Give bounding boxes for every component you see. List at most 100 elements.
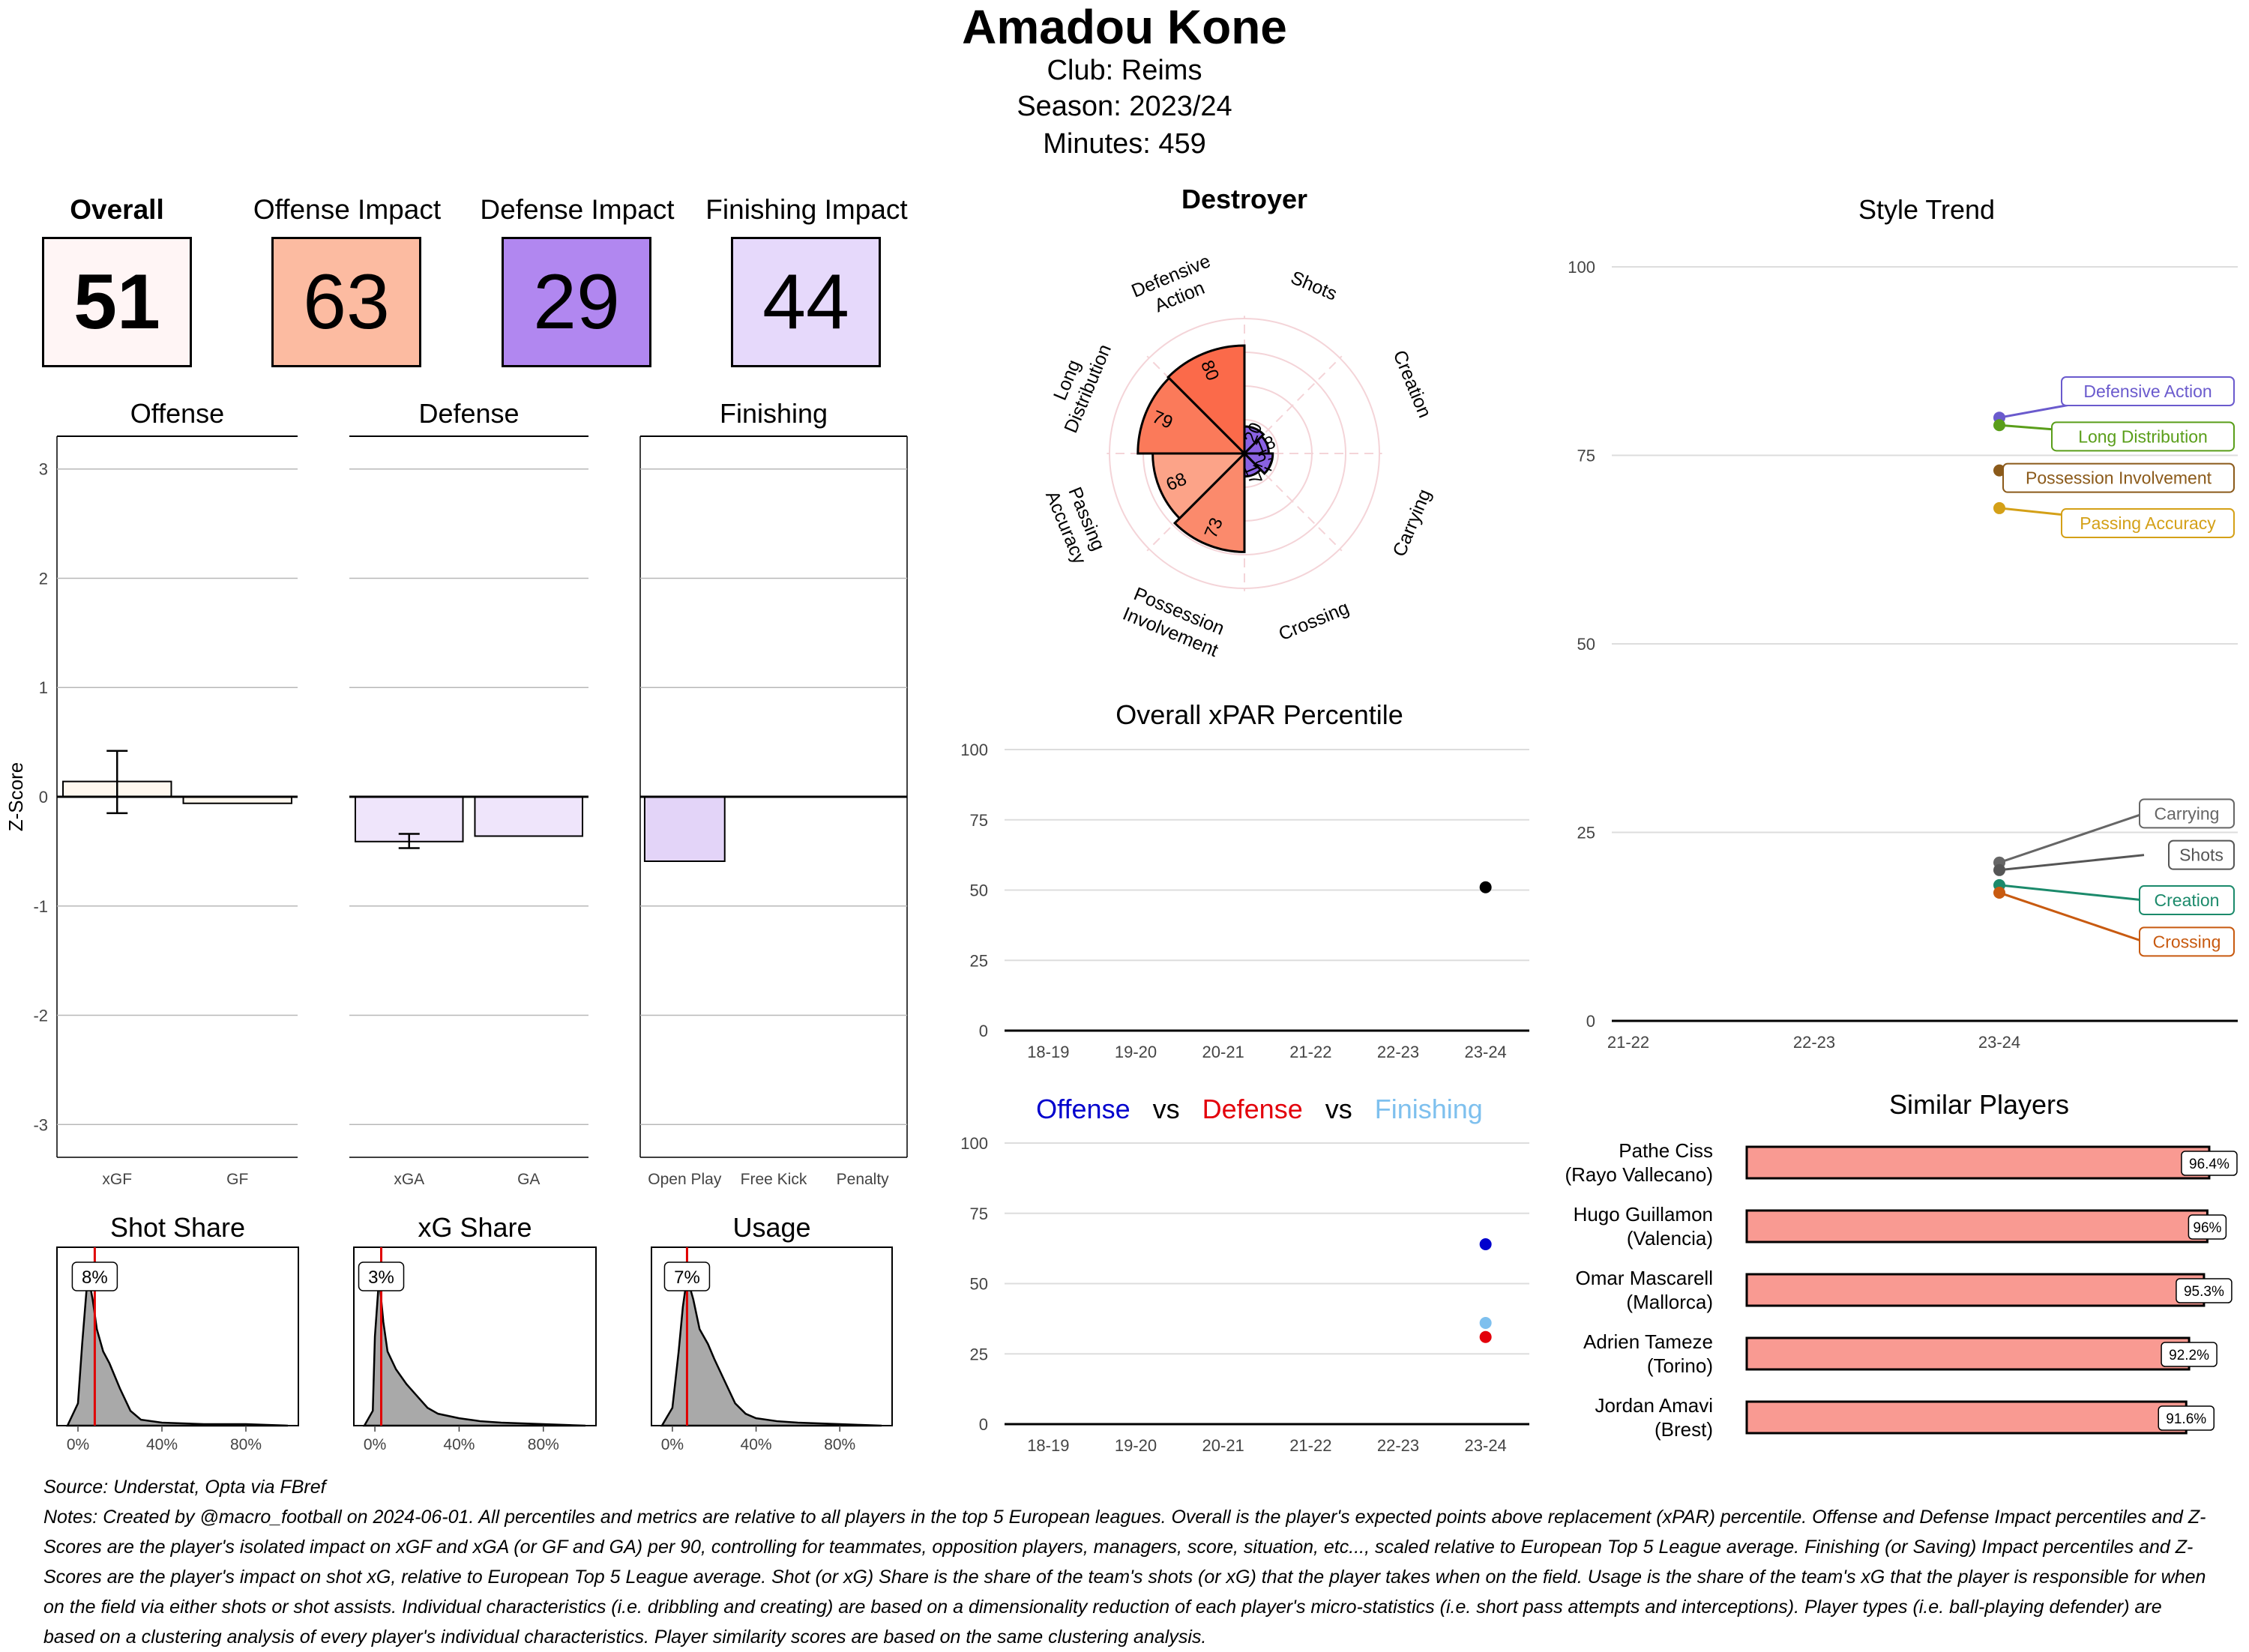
y-tick-label: 25 bbox=[970, 1345, 988, 1363]
y-tick-label: 0 bbox=[1586, 1012, 1595, 1031]
minutes-line: Minutes: 459 bbox=[1043, 128, 1206, 160]
distribution-title: Usage bbox=[732, 1212, 810, 1243]
trend-point bbox=[1993, 501, 2005, 514]
similarity-label-box bbox=[2158, 1405, 2215, 1431]
x-tick-label: Free Kick bbox=[741, 1171, 807, 1188]
ovd-point bbox=[1479, 1317, 1492, 1329]
bar bbox=[474, 796, 584, 837]
x-tick-label: 40% bbox=[146, 1436, 178, 1453]
xpar-title: Overall xPAR Percentile bbox=[1116, 699, 1403, 730]
overall-label: Overall bbox=[70, 194, 164, 225]
x-tick-label: 20-21 bbox=[1202, 1043, 1244, 1061]
similarity-label-box bbox=[2188, 1214, 2227, 1240]
facet-title: Finishing bbox=[720, 398, 828, 429]
x-tick-label: 80% bbox=[528, 1436, 559, 1453]
similar-player-club: (Valencia) bbox=[1627, 1227, 1713, 1249]
y-tick-label: 25 bbox=[970, 951, 988, 970]
similar-players-chart: Pathe Ciss(Rayo Vallecano) 96.4% Hugo Guil… bbox=[1565, 1139, 2238, 1441]
similar-players-title: Similar Players bbox=[1888, 1089, 2070, 1120]
y-tick-label: 50 bbox=[970, 1275, 988, 1294]
similarity-bar bbox=[1745, 1400, 2188, 1435]
y-tick-label: 1 bbox=[39, 678, 48, 697]
radar-axis-label: DefensiveAction bbox=[1128, 250, 1222, 322]
radar-axis-label: PassingAccuracy bbox=[1041, 479, 1111, 567]
radar-axis-label: Carrying bbox=[1389, 486, 1436, 560]
value-label: 8% bbox=[82, 1267, 108, 1288]
value-label-box bbox=[663, 1261, 711, 1291]
x-tick-label: Open Play bbox=[648, 1171, 722, 1188]
radar-wedge bbox=[1136, 376, 1247, 455]
y-tick-label: 3 bbox=[39, 460, 48, 479]
distribution-title: xG Share bbox=[418, 1212, 532, 1243]
radar-axis-label: PossessionInvolvement bbox=[1120, 582, 1230, 661]
overall-xpar-chart: 0 25 50 75 100 18-19 19-20 20-21 21-22 22-23 23-24 bbox=[960, 741, 1529, 1061]
y-tick-label: 100 bbox=[960, 1134, 988, 1153]
style-radar-chart: 2018211773687980ShotsCreationCarryingCro… bbox=[1041, 250, 1436, 661]
zscore-chart: Z-Score -3 -2 -1 0 1 2 3 Offense xGF GF Defense xGA G… bbox=[4, 398, 908, 1188]
trend-label-box bbox=[2051, 421, 2235, 452]
value-label: 7% bbox=[674, 1267, 700, 1288]
similar-player-name: Omar Mascarell bbox=[1576, 1267, 1713, 1289]
x-tick-label: 20-21 bbox=[1202, 1436, 1244, 1455]
xpar-point bbox=[1479, 881, 1492, 893]
y-axis-title: Z-Score bbox=[4, 762, 27, 831]
trend-connector bbox=[1999, 812, 2145, 864]
trend-label-box bbox=[2002, 462, 2235, 493]
distribution-charts: Shot Share 8% 0% 40% 80% xG Share 3% 0% 40% 80% Us… bbox=[56, 1212, 893, 1453]
offense-impact-score-box: 63 bbox=[271, 237, 421, 367]
trend-label: Long Distribution bbox=[2078, 426, 2208, 446]
season-line: Season: 2023/24 bbox=[1017, 91, 1232, 122]
x-tick-label: xGA bbox=[394, 1171, 424, 1188]
style-trend-chart: 0 25 50 75 100 21-22 22-23 23-24 Defensive Actio… bbox=[1568, 258, 2238, 1052]
x-tick-label: 21-22 bbox=[1289, 1436, 1331, 1455]
x-tick-label: 19-20 bbox=[1115, 1043, 1157, 1061]
radar-wedge bbox=[1241, 452, 1274, 475]
x-tick-label: 80% bbox=[824, 1436, 855, 1453]
player-name: Amadou Kone bbox=[962, 0, 1287, 54]
ovd-title-vs-1: vs bbox=[1152, 1094, 1180, 1124]
trend-label-box bbox=[2139, 798, 2235, 829]
y-tick-label: -3 bbox=[33, 1115, 48, 1134]
trend-label-box bbox=[2061, 376, 2235, 406]
density-area bbox=[660, 1276, 882, 1427]
trend-label-box bbox=[2139, 885, 2235, 916]
x-tick-label: 40% bbox=[443, 1436, 475, 1453]
y-tick-label: 0 bbox=[979, 1415, 988, 1434]
y-tick-label: 75 bbox=[1577, 447, 1595, 465]
y-tick-label: 100 bbox=[960, 741, 988, 759]
radar-wedge bbox=[1172, 450, 1246, 553]
ovd-title-finishing: Finishing bbox=[1374, 1094, 1483, 1124]
y-tick-label: 2 bbox=[39, 569, 48, 588]
x-tick-label: 23-24 bbox=[1465, 1436, 1507, 1455]
overall-score-box: 51 bbox=[42, 237, 192, 367]
trend-label: Defensive Action bbox=[2083, 382, 2212, 401]
ovd-point bbox=[1479, 1330, 1492, 1343]
trend-label: Passing Accuracy bbox=[2080, 513, 2216, 533]
similar-player-name: Adrien Tameze bbox=[1583, 1330, 1713, 1353]
similarity-bar bbox=[1745, 1145, 2211, 1180]
trend-point bbox=[1993, 419, 2005, 432]
ovd-title-offense: Offense bbox=[1036, 1094, 1130, 1124]
y-tick-label: -1 bbox=[33, 897, 48, 916]
y-tick-label: 75 bbox=[970, 811, 988, 830]
similar-player-club: (Mallorca) bbox=[1626, 1291, 1713, 1313]
similar-player-club: (Torino) bbox=[1647, 1354, 1713, 1377]
x-tick-label: 0% bbox=[661, 1436, 684, 1453]
methodology-notes: Notes: Created by @macro_football on 202… bbox=[43, 1507, 2206, 1648]
y-tick-label: 50 bbox=[970, 881, 988, 900]
x-tick-label: Penalty bbox=[837, 1171, 890, 1188]
x-tick-label: 18-19 bbox=[1027, 1436, 1069, 1455]
trend-connector bbox=[1999, 884, 2145, 902]
similar-player-name: Hugo Guillamon bbox=[1574, 1203, 1713, 1226]
facet-title: Defense bbox=[418, 398, 519, 429]
radar-axis-label: Crossing bbox=[1276, 597, 1352, 645]
y-tick-label: -2 bbox=[33, 1007, 48, 1025]
trend-label: Creation bbox=[2155, 890, 2220, 910]
similar-player-name: Jordan Amavi bbox=[1595, 1394, 1713, 1417]
x-tick-label: 23-24 bbox=[1978, 1033, 2020, 1052]
y-tick-label: 75 bbox=[970, 1205, 988, 1223]
trend-label-box bbox=[2061, 508, 2235, 539]
bar bbox=[643, 796, 726, 862]
similarity-label-box bbox=[2181, 1151, 2238, 1176]
x-tick-label: 21-22 bbox=[1289, 1043, 1331, 1061]
